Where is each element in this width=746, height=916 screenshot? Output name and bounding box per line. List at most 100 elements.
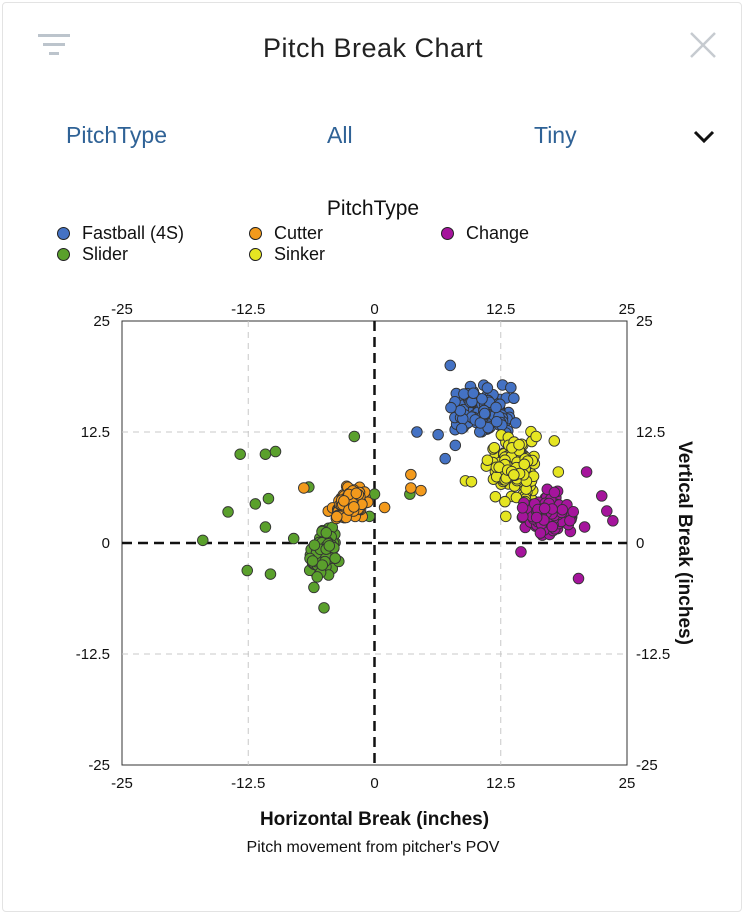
- point-change: [596, 490, 608, 502]
- legend-label: Fastball (4S): [82, 223, 185, 243]
- point-slider: [234, 448, 246, 460]
- point-cutter: [348, 501, 360, 513]
- legend-marker-sinker: [249, 248, 262, 261]
- point-change: [580, 466, 593, 478]
- point-slider: [306, 555, 319, 567]
- chevron-down-icon[interactable]: [692, 128, 716, 146]
- y-axis-title: Vertical Break (inches): [674, 441, 695, 645]
- point-slider: [249, 498, 262, 510]
- point-change: [556, 503, 569, 516]
- point-sinker: [481, 454, 494, 466]
- point-cutter: [378, 501, 391, 514]
- point-fastball-4s: [476, 393, 488, 405]
- point-fastball-4s: [481, 382, 494, 394]
- point-slider: [329, 552, 341, 565]
- point-slider: [264, 568, 277, 580]
- y-tick-label-right: 25: [636, 313, 653, 330]
- point-sinker: [548, 435, 561, 447]
- filter-icon[interactable]: [38, 32, 74, 58]
- x-tick-label-bottom: -25: [111, 775, 133, 792]
- point-fastball-4s: [411, 426, 423, 438]
- legend-item-fastball[interactable]: Fastball (4S): [57, 223, 184, 244]
- point-slider: [318, 602, 330, 614]
- y-tick-label-right: -25: [636, 757, 658, 774]
- legend-item-cutter[interactable]: Cutter: [249, 223, 323, 244]
- point-fastball-4s: [509, 417, 522, 429]
- y-tick-label-left: 12.5: [81, 424, 110, 441]
- point-fastball-4s: [490, 401, 502, 414]
- x-tick-label-top: 25: [619, 301, 636, 318]
- y-tick-label-left: -12.5: [76, 646, 110, 663]
- point-cutter: [331, 510, 343, 523]
- point-slider: [269, 445, 282, 458]
- point-cutter: [405, 468, 417, 481]
- point-fastball-4s: [445, 401, 457, 414]
- point-slider: [262, 492, 275, 505]
- point-fastball-4s: [444, 359, 457, 372]
- x-tick-label-top: 12.5: [486, 301, 515, 318]
- point-fastball-4s: [474, 417, 487, 429]
- point-fastball-4s: [490, 415, 503, 428]
- point-change: [567, 505, 580, 518]
- y-tick-label-right: 0: [636, 535, 644, 552]
- point-sinker: [508, 469, 520, 481]
- point-sinker: [518, 458, 531, 471]
- legend-item-sinker[interactable]: Sinker: [249, 244, 325, 265]
- point-slider: [348, 430, 361, 443]
- point-slider: [241, 564, 253, 577]
- point-sinker: [552, 466, 565, 478]
- y-tick-label-left: -25: [88, 757, 110, 774]
- y-tick-label-left: 25: [93, 313, 110, 330]
- legend-label: Change: [466, 223, 530, 243]
- y-tick-label-right: -12.5: [636, 646, 670, 663]
- page-title: Pitch Break Chart: [262, 33, 484, 63]
- point-slider: [222, 506, 234, 518]
- point-fastball-4s: [439, 452, 451, 465]
- y-tick-label-right: 12.5: [636, 424, 665, 441]
- point-cutter: [405, 482, 417, 494]
- x-tick-label-bottom: 25: [619, 775, 636, 792]
- x-tick-label-bottom: 0: [370, 775, 378, 792]
- x-tick-label-bottom: -12.5: [231, 775, 265, 792]
- point-change: [572, 572, 585, 585]
- group-by-selector[interactable]: PitchType: [66, 122, 167, 148]
- close-icon[interactable]: [688, 30, 718, 60]
- point-change: [530, 511, 543, 524]
- legend-marker-fastball: [57, 227, 70, 240]
- point-slider: [323, 540, 336, 552]
- point-fastball-4s: [467, 387, 480, 399]
- legend-label: Sinker: [274, 244, 326, 264]
- point-change: [607, 515, 619, 527]
- point-change: [515, 546, 527, 558]
- x-tick-label-top: 0: [370, 301, 378, 318]
- x-tick-label-top: -12.5: [231, 301, 265, 318]
- point-slider: [259, 448, 272, 460]
- point-sinker: [500, 510, 512, 523]
- legend-marker-slider: [57, 248, 70, 261]
- legend-title: PitchType: [326, 197, 420, 220]
- point-slider: [259, 521, 272, 533]
- x-axis-title: Horizontal Break (inches): [260, 809, 489, 830]
- filter-selector[interactable]: All: [327, 122, 353, 148]
- y-tick-label-left: 0: [102, 535, 110, 552]
- point-slider: [316, 559, 329, 571]
- point-fastball-4s: [456, 422, 468, 435]
- point-change: [538, 502, 551, 515]
- point-fastball-4s: [478, 407, 491, 420]
- point-slider: [197, 534, 209, 547]
- point-cutter: [415, 484, 427, 497]
- point-slider: [287, 532, 300, 545]
- point-sinker: [489, 490, 502, 503]
- point-slider: [308, 581, 320, 594]
- point-cutter: [338, 495, 350, 507]
- legend-item-change[interactable]: Change: [441, 223, 529, 244]
- point-change: [534, 527, 547, 539]
- point-sinker: [530, 430, 542, 443]
- size-selector[interactable]: Tiny: [534, 122, 577, 148]
- point-change: [516, 502, 529, 514]
- legend-item-slider[interactable]: Slider: [57, 244, 128, 265]
- point-cutter: [298, 482, 310, 494]
- point-sinker: [499, 495, 511, 508]
- x-tick-label-top: -25: [111, 301, 133, 318]
